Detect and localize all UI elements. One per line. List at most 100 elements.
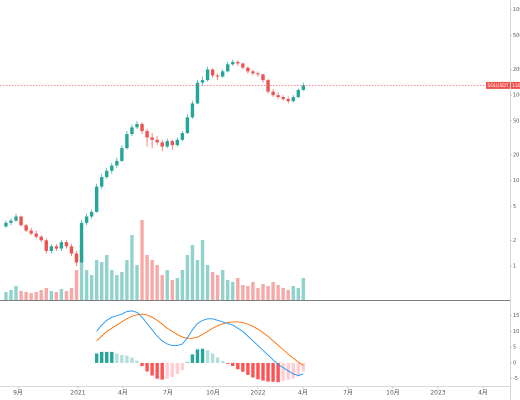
volume-bar (246, 286, 250, 300)
macd-histogram-bar (130, 357, 134, 363)
macd-histogram-bar (276, 362, 280, 383)
y-tick-label: 20 (513, 152, 519, 158)
candle-body (246, 67, 250, 72)
volume-bar (291, 286, 295, 300)
volume-bar (125, 260, 129, 300)
candle-body (54, 246, 59, 249)
x-tick-label: 7月 (163, 390, 173, 397)
y-tick-label: 2 (513, 238, 516, 244)
price-label-text: 130 (512, 83, 520, 89)
macd-histogram-bar (291, 362, 295, 379)
candle-body (110, 165, 114, 171)
macd-histogram-bar (231, 362, 235, 367)
volume-bar (59, 289, 64, 300)
candle-body (69, 246, 74, 254)
macd-histogram-bar (281, 362, 285, 381)
candle-body (130, 127, 134, 135)
macd-histogram-bar (200, 348, 205, 363)
macd-histogram-bar (215, 357, 220, 363)
y-tick-label: 50 (513, 118, 519, 124)
macd-histogram-bar (155, 362, 159, 379)
candle-body (195, 82, 200, 104)
x-tick-label: 2022 (250, 390, 265, 397)
volume-bar (49, 291, 54, 300)
candle-body (185, 117, 190, 134)
volume-bar (44, 288, 48, 300)
candle-body (44, 240, 48, 251)
x-tick-label: 2021 (70, 390, 85, 397)
macd-histogram-bar (190, 354, 195, 363)
volume-bar (155, 265, 159, 300)
candle-body (251, 71, 255, 74)
candle-body (271, 91, 275, 96)
macd-histogram-bar (195, 349, 200, 363)
volume-bar (84, 270, 89, 300)
candle-body (226, 64, 230, 72)
macd-histogram-bar (256, 362, 260, 380)
volume-bar (200, 240, 205, 300)
y-tick-label: 100 (513, 93, 520, 99)
x-tick-label: 4月 (118, 390, 128, 397)
volume-bar (64, 291, 69, 300)
volume-bar (79, 245, 84, 300)
macd-histogram-bar (180, 362, 185, 370)
volume-bar (231, 282, 235, 300)
macd-histogram-bar (150, 362, 154, 376)
candle-body (19, 216, 23, 226)
volume-bar (266, 286, 270, 300)
candle-body (84, 216, 89, 223)
volume-bar (19, 291, 23, 300)
candle-body (135, 123, 139, 128)
volume-bar (296, 288, 300, 300)
volume-bar (145, 255, 149, 300)
macd-histogram-bar (105, 351, 109, 363)
x-tick-label: 7月 (343, 390, 353, 397)
volume-bar (276, 285, 280, 300)
candle-body (120, 148, 124, 161)
volume-bar (130, 235, 134, 300)
candle-body (9, 220, 13, 223)
y-tick-label: 5 (513, 204, 516, 210)
candle-body (49, 246, 54, 251)
macd-y-tick-label: 10 (513, 329, 519, 335)
candle-body (291, 97, 295, 102)
volume-bar (281, 288, 285, 300)
symbol-label-box (486, 81, 510, 89)
candle-body (215, 75, 220, 77)
candle-body (125, 134, 129, 149)
candle-body (4, 222, 8, 227)
candle-body (165, 141, 169, 147)
candle-body (160, 142, 164, 147)
macd-histogram-bar (246, 362, 250, 375)
y-tick-label: 200 (513, 67, 520, 73)
y-tick-label: 1000 (513, 7, 520, 13)
volume-bar (34, 292, 38, 300)
volume-bar (210, 272, 215, 300)
candle-body (296, 89, 300, 98)
macd-histogram-bar (140, 362, 144, 367)
volume-bar (9, 290, 13, 300)
candle-body (155, 139, 159, 143)
x-tick-label: 4月 (298, 390, 308, 397)
candle-body (210, 69, 215, 76)
volume-bar (301, 278, 306, 300)
macd-histogram-bar (210, 353, 215, 363)
candle-body (64, 242, 69, 247)
volume-bar (140, 220, 144, 300)
macd-histogram-bar (160, 362, 164, 380)
candle-body (34, 233, 38, 237)
macd-histogram-bar (170, 362, 174, 378)
volume-bar (185, 255, 190, 300)
macd-y-tick-label: 15 (513, 313, 519, 319)
candle-body (89, 211, 94, 217)
volume-bar (190, 245, 195, 300)
macd-histogram-bar (236, 362, 240, 370)
volume-bar (69, 288, 74, 300)
candle-body (79, 222, 84, 263)
volume-bar (94, 260, 99, 300)
price-label-box (511, 81, 520, 89)
y-tick-label: 10 (513, 178, 519, 184)
volume-bar (236, 278, 240, 300)
macd-histogram-bar (125, 355, 129, 363)
